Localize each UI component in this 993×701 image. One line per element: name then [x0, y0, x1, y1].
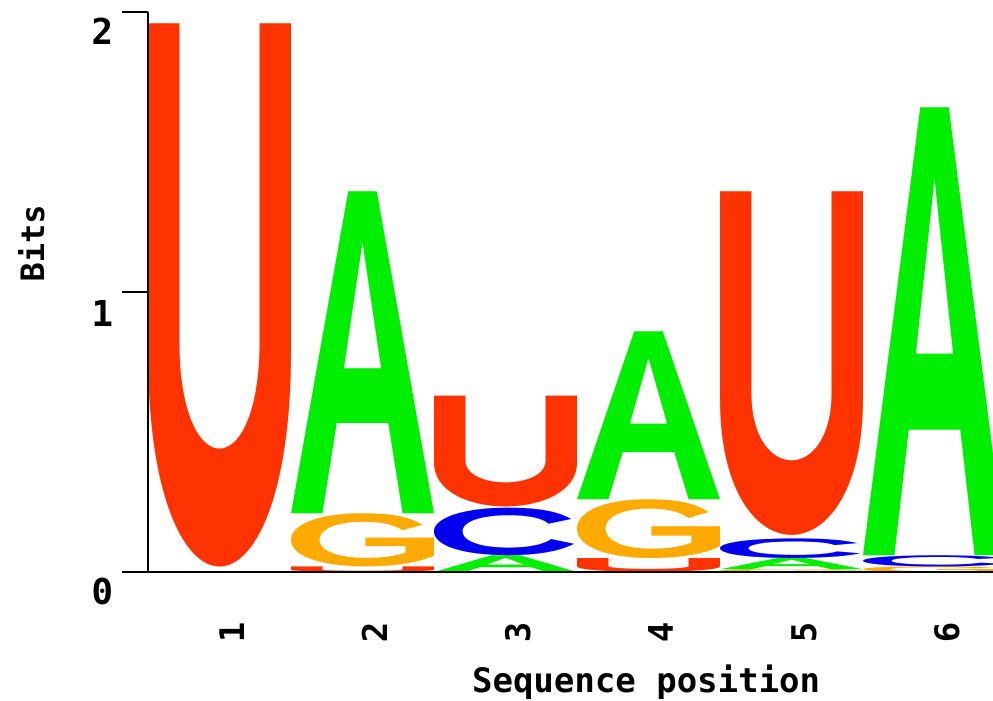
logo-letter-U-pos-5 — [720, 191, 863, 535]
x-tick-label-6: 6 — [928, 622, 968, 642]
y-tick-label-1: 1 — [91, 294, 113, 335]
logo-letter-C-pos-3 — [434, 507, 575, 556]
logo-letter-C-pos-6 — [863, 555, 993, 567]
y-axis: 2 1 0 Bits — [14, 11, 993, 613]
logo-letter-A-pos-5 — [720, 558, 863, 570]
logo-letter-U-pos-4 — [577, 558, 720, 572]
logo-letter-U-pos-2 — [291, 566, 434, 572]
x-tick-label-2: 2 — [356, 622, 396, 642]
y-axis-label: Bits — [14, 204, 52, 281]
logo-letter-G-pos-4 — [577, 499, 720, 558]
x-axis-label: Sequence position — [472, 661, 820, 701]
x-tick-label-1: 1 — [213, 622, 253, 642]
x-tick-label-5: 5 — [785, 622, 825, 642]
logo-letter-U-pos-3 — [434, 395, 577, 507]
logo-letter-A-pos-3 — [434, 555, 577, 572]
logo-letter-C-pos-5 — [720, 538, 861, 558]
y-tick-label-2: 2 — [91, 12, 113, 53]
logo-letter-A-pos-2 — [291, 191, 434, 514]
logo-letter-G-pos-6 — [863, 566, 993, 573]
logo-letter-G-pos-2 — [291, 513, 434, 567]
logo-letter-U-pos-1 — [148, 23, 291, 567]
letter-stacks — [148, 23, 993, 573]
x-tick-label-3: 3 — [499, 622, 539, 642]
logo-letter-A-pos-6 — [863, 107, 993, 556]
logo-letter-A-pos-4 — [577, 331, 720, 500]
x-axis: 1 2 3 4 5 6 Sequence position — [213, 622, 968, 701]
x-tick-label-4: 4 — [642, 622, 682, 642]
y-tick-label-0: 0 — [91, 572, 113, 613]
